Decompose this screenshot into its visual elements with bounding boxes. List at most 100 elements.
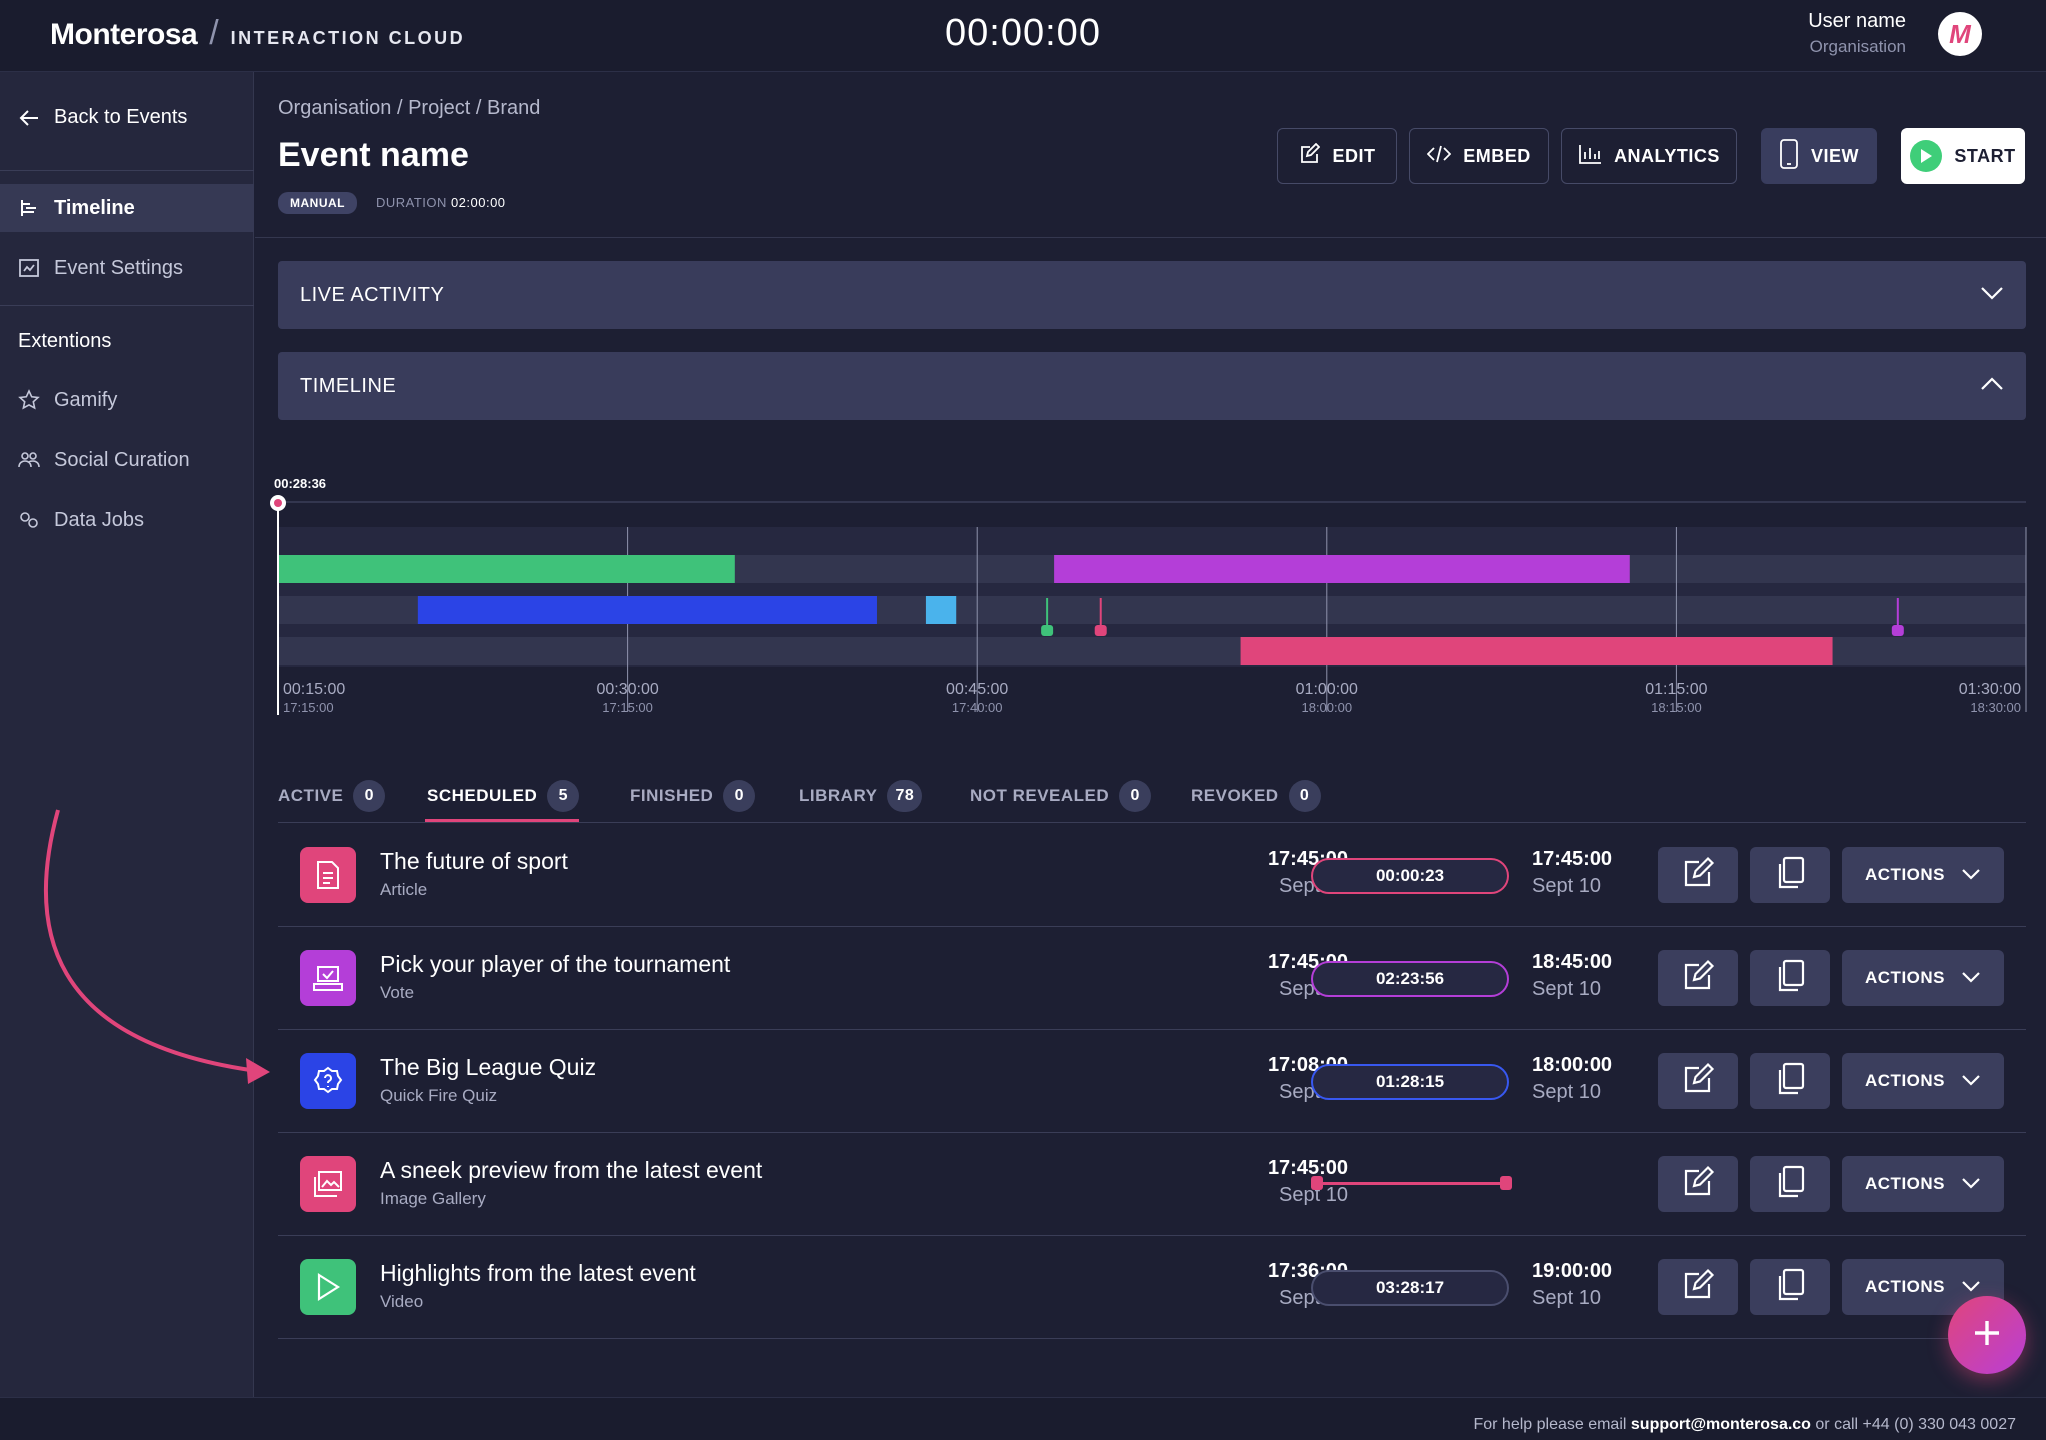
code-icon [1426,143,1452,170]
duplicate-item-button[interactable] [1750,1053,1830,1109]
sidebar-item-social-curation[interactable]: Social Curation [0,436,254,484]
item-title[interactable]: A sneek preview from the latest event [380,1157,763,1183]
end-time: 17:45:00 Sept 10 [1532,848,1642,898]
tab-not-revealed[interactable]: NOT REVEALED 0 [970,776,1152,816]
timeline-tick-clock: 17:15:00 [602,700,653,715]
list-item[interactable]: The future of sport Article 17:45:00 Sept 1… [278,824,2026,927]
actions-label: ACTIONS [1865,1174,1945,1193]
list-item[interactable]: The Big League Quiz Quick Fire Quiz 17:08:… [278,1030,2026,1133]
sidebar-divider [0,170,254,171]
item-type: Vote [380,983,415,1002]
plus-icon [1972,1318,2002,1353]
quiz-icon [300,1053,356,1109]
tab-finished[interactable]: FINISHED 0 [630,776,756,816]
timeline-content-bar[interactable] [1054,555,1630,583]
sidebar: Back to Events Timeline Event Settings E… [0,72,254,1397]
sidebar-item-timeline[interactable]: Timeline [0,184,254,232]
people-icon [18,449,40,471]
edit-item-button[interactable] [1658,1053,1738,1109]
range-end-dot [1500,1176,1512,1190]
analytics-button[interactable]: ANALYTICS [1561,128,1737,184]
actions-dropdown[interactable]: ACTIONS [1842,1156,2004,1212]
brand-name: Monterosa [50,18,198,51]
playhead-handle-center [274,499,282,507]
avatar[interactable]: M [1938,12,1982,56]
add-content-button[interactable] [1948,1296,2026,1374]
edit-item-button[interactable] [1658,950,1738,1006]
tab-count-badge: 5 [547,780,580,812]
edit-icon [1681,1165,1715,1204]
duplicate-item-button[interactable] [1750,847,1830,903]
start-date-value: Sept 10 [1279,1184,1348,1206]
item-title[interactable]: Pick your player of the tournament [380,951,731,977]
tab-count-badge: 78 [887,780,923,812]
duration-pill: 01:28:15 [1311,1064,1509,1100]
timeline-content-bar[interactable] [417,596,877,624]
breadcrumb[interactable]: Organisation / Project / Brand [278,97,541,119]
timeline-content-bar[interactable] [278,555,735,583]
brand-logo[interactable]: Monterosa / INTERACTION CLOUD [50,14,465,53]
sidebar-item-event-settings[interactable]: Event Settings [0,244,254,292]
duration-label: DURATION [376,195,447,210]
gallery-icon [300,1156,356,1212]
edit-item-button[interactable] [1658,1259,1738,1315]
sidebar-item-label: Social Curation [54,448,190,471]
item-type: Video [380,1292,424,1311]
timeline-chart[interactable]: 00:15:00 17:15:00 00:30:00 17:15:00 00:45:00… [0,0,2046,760]
edit-item-button[interactable] [1658,847,1738,903]
end-time-value: 19:00:00 [1532,1260,1613,1282]
start-button[interactable]: START [1901,128,2025,184]
edit-icon [1298,142,1321,170]
start-time-value: 17:45:00 [1267,1157,1348,1179]
timeline-marker[interactable] [1891,625,1904,636]
live-activity-panel-header[interactable]: LIVE ACTIVITY [278,261,2026,329]
tab-label: SCHEDULED [427,786,538,805]
timeline-content-bar[interactable] [1240,637,1833,665]
range-start-dot [1311,1176,1323,1190]
timeline-panel-header[interactable]: TIMELINE [278,352,2026,420]
item-title[interactable]: Highlights from the latest event [380,1260,696,1286]
list-item[interactable]: Highlights from the latest event Video 17:… [278,1236,2026,1339]
sidebar-item-gamify[interactable]: Gamify [0,376,254,424]
timeline-content-bar[interactable] [925,596,957,624]
tab-scheduled[interactable]: SCHEDULED 5 [427,776,580,816]
end-time: 18:00:00 Sept 10 [1532,1054,1642,1104]
support-email-link[interactable]: support@monterosa.co [1630,1416,1811,1433]
timeline-tick-clock: 17:40:00 [952,700,1003,715]
tab-library[interactable]: LIBRARY 78 [799,776,923,816]
list-item[interactable]: A sneek preview from the latest event Ima… [278,1133,2026,1236]
avatar-letter: M [1949,18,1971,49]
play-icon [1910,140,1943,172]
tab-active[interactable]: ACTIVE 0 [278,776,386,816]
chevron-down-icon [1961,968,1981,988]
edit-item-button[interactable] [1658,1156,1738,1212]
duplicate-item-button[interactable] [1750,950,1830,1006]
chevron-down-icon [1961,865,1981,885]
embed-button[interactable]: EMBED [1409,128,1549,184]
actions-dropdown[interactable]: ACTIONS [1842,1053,2004,1109]
duration-pill: 00:00:23 [1311,858,1509,894]
edit-icon [1681,1268,1715,1307]
duplicate-item-button[interactable] [1750,1259,1830,1315]
back-to-events-link[interactable]: Back to Events [18,106,187,129]
list-item[interactable]: Pick your player of the tournament Vote 17… [278,927,2026,1030]
sidebar-item-data-jobs[interactable]: Data Jobs [0,496,254,544]
timeline-marker[interactable] [1094,625,1107,636]
view-button[interactable]: VIEW [1761,128,1877,184]
actions-dropdown[interactable]: ACTIONS [1842,950,2004,1006]
duplicate-item-button[interactable] [1750,1156,1830,1212]
footer: For help please email support@monterosa.… [0,1397,2046,1440]
actions-label: ACTIONS [1865,968,1945,987]
item-title[interactable]: The future of sport [380,848,568,874]
tab-revoked[interactable]: REVOKED 0 [1191,776,1321,816]
item-title[interactable]: The Big League Quiz [380,1054,597,1080]
content-tabs: ACTIVE 0 SCHEDULED 5 FINISHED 0 LIBRARY 78 NOT R… [278,776,2026,824]
arrow-left-icon [18,107,40,129]
sidebar-divider [0,305,254,306]
edit-button[interactable]: EDIT [1277,128,1397,184]
end-date-value: Sept 10 [1532,1081,1601,1103]
brand-slash: / [209,14,219,52]
user-info[interactable]: User name Organisation [1808,10,1906,57]
actions-dropdown[interactable]: ACTIONS [1842,847,2004,903]
timeline-marker[interactable] [1041,625,1054,636]
